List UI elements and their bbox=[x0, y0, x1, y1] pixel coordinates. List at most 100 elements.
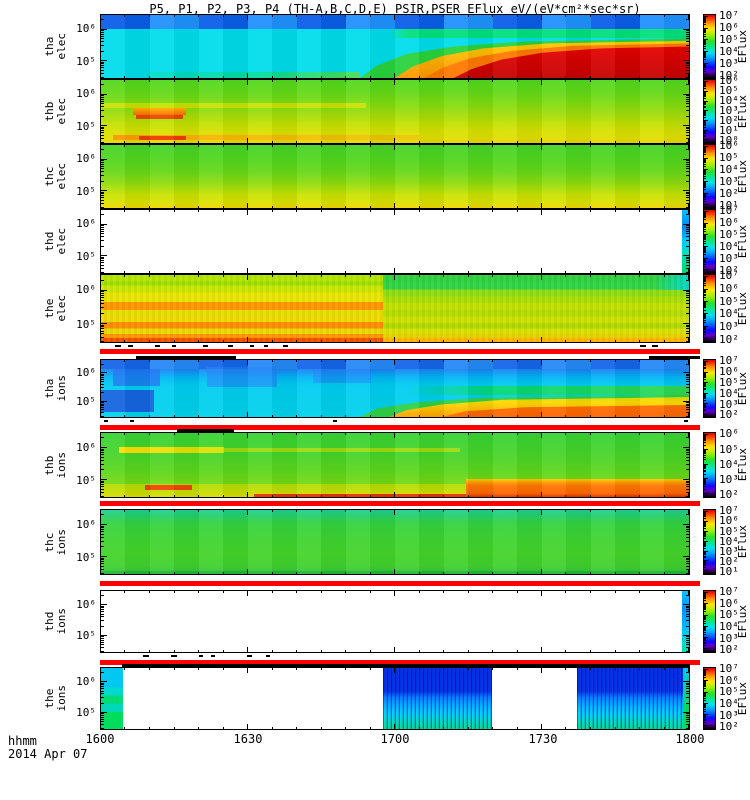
colorbar-tick-label: 10³ bbox=[719, 631, 739, 645]
colorbar-tick-label: 10⁵ bbox=[719, 33, 739, 47]
colorbar bbox=[703, 590, 716, 653]
colorbar-title: EFlux bbox=[736, 159, 749, 194]
colorbar-tick-label: 10² bbox=[719, 332, 739, 346]
colorbar-tick-label: 10¹ bbox=[719, 199, 739, 213]
colorbar-tick-label: 10³ bbox=[719, 57, 739, 71]
colorbar-tick-label: 10⁶ bbox=[719, 673, 739, 687]
colorbar-title: EFlux bbox=[736, 224, 749, 259]
colorbar-labels: 10⁷ 10⁶ 10⁵ 10⁴ 10³ 10² bbox=[719, 354, 750, 422]
y-tick-label: 10⁶ bbox=[76, 87, 96, 101]
panel-row-thc-elec: thc elec 10⁶ 10⁵ 10⁶ 10⁵ 10⁴ 10³ 10² 10¹ EFlu… bbox=[0, 139, 750, 213]
panel-row-thb-elec: thb elec 10⁶ 10⁵ 10⁶ 10⁵ 10⁴ 10³ 10² 10¹ 10⁰ E… bbox=[0, 74, 750, 147]
x-tick-label: 1630 bbox=[233, 732, 263, 746]
time-block-texture bbox=[101, 360, 689, 417]
colorbar-labels: 10⁶ 10⁵ 10⁴ 10³ 10² bbox=[719, 427, 750, 501]
spectrogram-panel-thc-elec bbox=[100, 144, 690, 209]
colorbar-tick-label: 10⁶ bbox=[719, 74, 739, 88]
colorbar-tick-label: 10⁷ bbox=[719, 585, 739, 599]
colorbar-tick-label: 10⁴ bbox=[719, 386, 739, 400]
panel-row-thd-elec: thd elec 10⁶ 10⁵ 10⁷ 10⁶ 10⁵ 10⁴ 10³ 10² EFlu… bbox=[0, 204, 750, 278]
colorbar-tick-label: 10³ bbox=[719, 175, 739, 189]
colorbar bbox=[703, 14, 716, 79]
spectrogram-panel-tha-ions bbox=[100, 359, 690, 418]
colorbar-title: EFlux bbox=[736, 291, 749, 326]
x-axis-unit-label: hhmm bbox=[8, 734, 37, 748]
y-tick-label: 10⁵ bbox=[76, 184, 96, 198]
colorbar-tick-label: 10⁷ bbox=[719, 504, 739, 518]
colorbar-tick-label: 10² bbox=[719, 720, 739, 734]
colorbar-tick-label: 10⁷ bbox=[719, 269, 739, 283]
colorbar-tick-label: 10² bbox=[719, 187, 739, 201]
colorbar-tick-label: 10⁴ bbox=[719, 307, 739, 321]
flux-enhancement bbox=[133, 107, 187, 116]
data-column bbox=[101, 668, 124, 729]
spectrogram-panel-thb-ions bbox=[100, 432, 690, 498]
colorbar-tick-label: 10⁶ bbox=[719, 365, 739, 379]
flag-segment bbox=[177, 429, 234, 432]
y-tick-label: 10⁵ bbox=[76, 550, 96, 564]
time-block-texture bbox=[101, 80, 689, 143]
y-tick-label: 10⁵ bbox=[76, 395, 96, 409]
colorbar-tick-label: 10² bbox=[719, 264, 739, 278]
spectrogram-panel-thc-ions bbox=[100, 509, 690, 575]
spectrogram-panel-thd-ions bbox=[100, 590, 690, 653]
colorbar-tick-label: 10⁶ bbox=[719, 514, 739, 528]
y-tick-label: 10⁶ bbox=[76, 283, 96, 297]
colorbar-tick-label: 10² bbox=[719, 554, 739, 568]
y-tick-label: 10⁵ bbox=[76, 473, 96, 487]
flux-band bbox=[101, 570, 689, 574]
spectrogram-panel-thb-elec bbox=[100, 79, 690, 144]
colorbar-labels: 10⁶ 10⁵ 10⁴ 10³ 10² 10¹ 10⁰ bbox=[719, 74, 750, 147]
data-column bbox=[682, 591, 689, 652]
flux-band bbox=[112, 135, 419, 141]
colorbar-tick-label: 10⁵ bbox=[719, 294, 739, 308]
y-tick-label: 10⁵ bbox=[76, 249, 96, 263]
flux-patch bbox=[312, 368, 372, 383]
colorbar-tick-label: 10³ bbox=[719, 320, 739, 334]
data-column bbox=[682, 210, 689, 273]
panel-row-thb-ions: thb ions 10⁶ 10⁵ 10⁶ 10⁵ 10⁴ 10³ 10² EFlux bbox=[0, 427, 750, 501]
colorbar-tick-label: 10² bbox=[719, 408, 739, 422]
colorbar-title: EFlux bbox=[736, 525, 749, 559]
colorbar-title: EFlux bbox=[736, 371, 749, 406]
colorbar-tick-label: 10⁷ bbox=[719, 9, 739, 23]
colorbar-tick-label: 10³ bbox=[719, 252, 739, 266]
y-tick-label: 10⁶ bbox=[76, 152, 96, 166]
flag-segment bbox=[122, 664, 690, 667]
colorbar bbox=[703, 274, 716, 343]
colorbar-tick-label: 10⁴ bbox=[719, 163, 739, 177]
flux-bands-left bbox=[101, 275, 384, 342]
colorbar-tick-label: 10² bbox=[719, 114, 739, 128]
panel-row-thc-ions: thc ions 10⁶ 10⁵ 10⁷ 10⁶ 10⁵ 10⁴ 10³ 10² 10¹ E… bbox=[0, 504, 750, 578]
y-tick-label: 10⁵ bbox=[76, 706, 96, 720]
spectrogram-panel-the-ions bbox=[100, 667, 690, 730]
flux-wedge-orange bbox=[442, 405, 689, 417]
flux-enhancement bbox=[139, 136, 187, 140]
flux-band bbox=[224, 448, 460, 453]
time-block-texture bbox=[101, 145, 689, 208]
colorbar-tick-label: 10⁵ bbox=[719, 608, 739, 622]
colorbar-title: EFlux bbox=[736, 94, 749, 129]
colorbar-tick-label: 10⁶ bbox=[719, 139, 739, 153]
data-block bbox=[577, 668, 689, 729]
data-column bbox=[683, 668, 689, 729]
colorbar-tick-label: 10³ bbox=[719, 708, 739, 722]
colorbar-tick-label: 10⁵ bbox=[719, 442, 739, 456]
y-tick-label: 10⁶ bbox=[76, 22, 96, 36]
colorbar-labels: 10⁶ 10⁵ 10⁴ 10³ 10² 10¹ bbox=[719, 139, 750, 213]
time-block-texture bbox=[101, 15, 689, 78]
flux-band bbox=[465, 479, 689, 497]
colorbar-tick-label: 10² bbox=[719, 643, 739, 657]
colorbar-tick-label: 10⁶ bbox=[719, 282, 739, 296]
panel-row-tha-ions: tha ions 10⁶ 10⁵ 10⁷ 10⁶ 10⁵ 10⁴ 10³ 10² EFlu… bbox=[0, 354, 750, 422]
flux-enhancement bbox=[145, 484, 193, 490]
colorbar-labels: 10⁷ 10⁶ 10⁵ 10⁴ 10³ 10² 10¹ bbox=[719, 504, 750, 578]
y-tick-label: 10⁵ bbox=[76, 317, 96, 331]
colorbar-title: EFlux bbox=[736, 681, 749, 716]
flag-segment bbox=[649, 356, 700, 359]
x-tick-label: 1600 bbox=[85, 732, 115, 746]
colorbar-tick-label: 10⁵ bbox=[719, 151, 739, 165]
x-tick-label: 1700 bbox=[380, 732, 410, 746]
colorbar-title: EFlux bbox=[736, 448, 749, 482]
